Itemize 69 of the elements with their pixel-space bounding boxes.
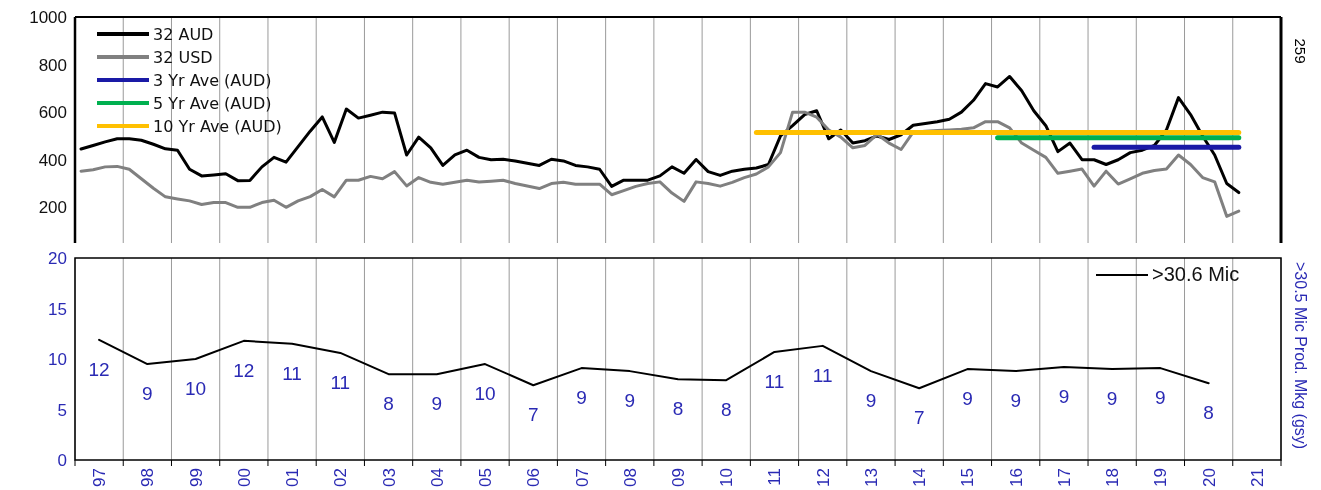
data-label: 10 [185, 378, 207, 399]
x-tick-label: 06 [524, 468, 544, 487]
x-tick-label: 17 [1054, 468, 1074, 487]
legend-label: 32 AUD [153, 25, 214, 44]
x-tick-label: 12 [813, 468, 833, 487]
y-axis-title: >30.5 Mic Prod. Mkg (gsy) [1292, 262, 1309, 450]
data-label: 9 [624, 390, 636, 412]
x-tick-label: 00 [234, 468, 254, 487]
data-label: 9 [1155, 387, 1166, 409]
y-tick-label: 0 [57, 451, 67, 470]
y-tick-label: 5 [57, 400, 67, 420]
legend-label: 32 USD [153, 48, 213, 67]
data-label: 9 [576, 387, 587, 409]
x-tick-label: 08 [620, 468, 640, 487]
data-label: 7 [913, 407, 925, 429]
x-tick-label: 14 [910, 468, 930, 487]
line-series [79, 74, 1241, 195]
data-label: 11 [330, 371, 351, 393]
x-tick-label: 07 [572, 468, 592, 487]
y-tick-label: 15 [48, 299, 67, 319]
data-label: 9 [865, 390, 877, 412]
x-tick-label: 03 [379, 468, 399, 487]
y-tick-label: 800 [38, 55, 67, 75]
x-tick-label: 16 [1006, 468, 1026, 487]
y-tick-label: 200 [38, 198, 67, 218]
y-tick-label: 10 [48, 350, 67, 369]
x-tick-label: 01 [283, 468, 303, 487]
data-label: 8 [672, 398, 684, 420]
x-tick-label: 05 [476, 468, 496, 487]
x-tick-label: 99 [186, 468, 206, 487]
data-label: 11 [282, 362, 302, 384]
x-tick-label: 21 [1247, 468, 1267, 487]
legend-label: 10 Yr Ave (AUD) [153, 117, 282, 136]
data-label: 8 [383, 393, 394, 415]
data-label: 9 [431, 393, 443, 415]
x-tick-label: 98 [138, 468, 158, 487]
data-label: 9 [1106, 388, 1118, 410]
data-label: 12 [233, 359, 255, 381]
data-label: 7 [527, 404, 539, 426]
data-label: 9 [142, 383, 153, 405]
x-tick-label: 18 [1103, 468, 1123, 487]
data-label: 9 [1010, 390, 1021, 412]
legend-label: 3 Yr Ave (AUD) [153, 71, 272, 90]
y-tick-label: 400 [38, 150, 67, 170]
data-label: 9 [962, 388, 973, 410]
data-label: 11 [812, 364, 833, 386]
data-label: 10 [474, 383, 496, 405]
data-label: 11 [764, 370, 785, 392]
data-label: 8 [720, 399, 732, 421]
x-tick-label: 13 [861, 468, 881, 487]
x-tick-label: 15 [958, 468, 978, 487]
x-tick-label: 20 [1199, 468, 1219, 487]
legend-label: >30.6 Mic [1152, 263, 1240, 285]
data-label: 12 [88, 358, 110, 380]
data-label: 8 [1203, 402, 1214, 424]
x-tick-label: 10 [717, 468, 737, 487]
x-tick-label: 11 [765, 468, 785, 486]
x-tick-label: 09 [669, 468, 688, 487]
y-tick-label: 1000 [29, 8, 67, 27]
x-tick-label: 02 [331, 468, 351, 487]
y-tick-label: 20 [48, 249, 67, 268]
legend-label: 5 Yr Ave (AUD) [153, 94, 272, 113]
line-series [79, 110, 1241, 218]
x-tick-label: 04 [427, 468, 447, 487]
y-tick-label: 600 [38, 103, 67, 123]
x-tick-label: 19 [1151, 468, 1171, 487]
text: 259 [1292, 38, 1309, 64]
x-tick-label: 97 [90, 468, 110, 487]
data-label: 9 [1058, 386, 1070, 408]
